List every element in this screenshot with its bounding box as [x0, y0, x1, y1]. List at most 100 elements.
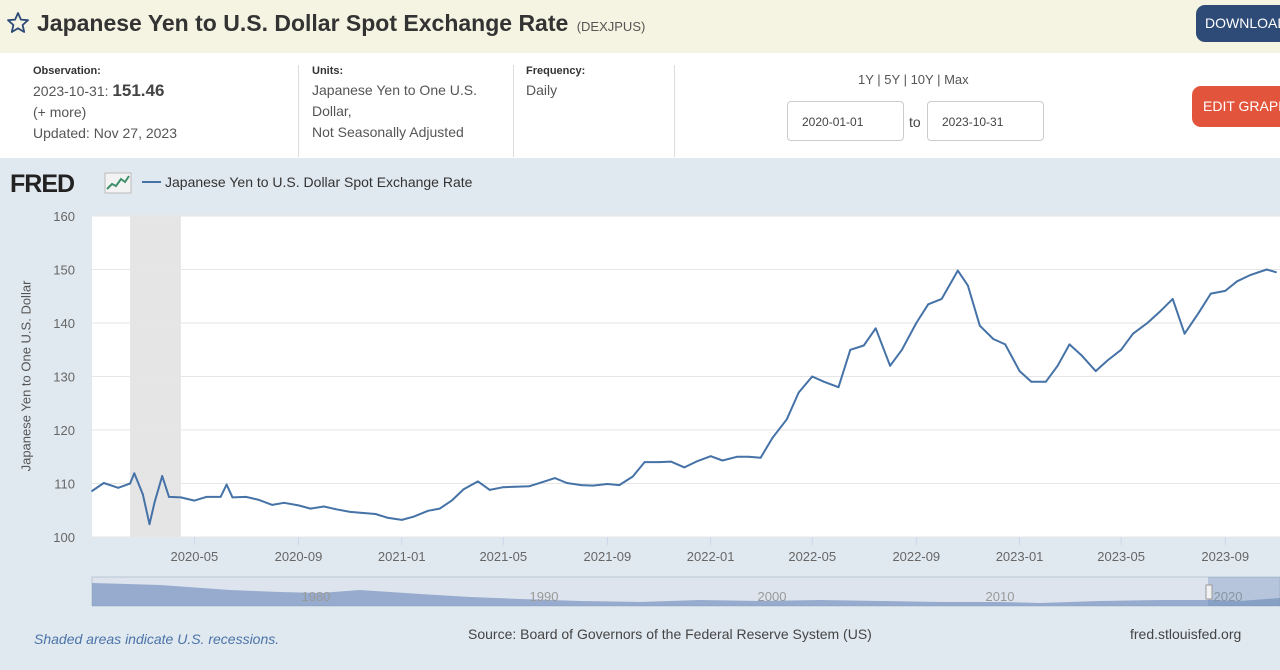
start-date-input[interactable]: 2020-01-01: [787, 101, 904, 141]
data-point: [1018, 370, 1021, 372]
navigator-label: 1980: [302, 589, 331, 604]
data-point: [940, 298, 943, 300]
download-button[interactable]: DOWNLOAD: [1196, 5, 1280, 42]
data-point: [797, 391, 800, 394]
data-point: [695, 460, 698, 463]
data-point: [849, 348, 852, 351]
data-point: [1236, 280, 1238, 283]
data-point: [257, 498, 259, 501]
data-point: [462, 488, 465, 491]
data-point: [1198, 311, 1200, 314]
data-point: [219, 496, 222, 498]
observation-block: Observation: 2023-10-31: 151.46 (+ more)…: [33, 65, 177, 144]
units-block: Units: Japanese Yen to One U.S. Dollar, …: [312, 65, 477, 143]
range-max-link[interactable]: Max: [944, 72, 969, 87]
x-tick-label: 2021-05: [479, 549, 527, 564]
units-label: Units:: [312, 65, 344, 77]
range-selector: 1Y | 5Y | 10Y | Max: [858, 72, 969, 87]
plot-area: 100 110 120 130 140 150 160 2020-05 2020-09 2021-…: [53, 209, 1280, 607]
data-point: [823, 380, 825, 383]
units-line: Not Seasonally Adjusted: [312, 124, 464, 140]
data-point: [438, 507, 441, 510]
data-point: [1158, 311, 1161, 314]
data-point: [271, 504, 274, 506]
y-tick-label: 160: [53, 209, 75, 224]
star-icon[interactable]: [6, 11, 30, 35]
navigator-label: 2000: [758, 589, 787, 604]
range-5y-link[interactable]: 5Y: [884, 72, 900, 87]
navigator-series: [92, 583, 1280, 606]
data-point: [736, 455, 738, 458]
data-point: [141, 493, 144, 496]
frequency-label: Frequency:: [526, 65, 586, 77]
data-point: [1004, 343, 1007, 346]
navigator-label: 2020: [1214, 589, 1243, 604]
data-point: [862, 344, 865, 347]
x-tick-label: 2021-09: [584, 549, 632, 564]
data-point: [502, 486, 505, 489]
line-chart[interactable]: 100 110 120 130 140 150 160 2020-05 2020-09 2021-…: [0, 200, 1280, 610]
data-point: [1265, 268, 1268, 271]
data-point: [785, 418, 788, 421]
more-observations-link[interactable]: (+ more): [33, 104, 87, 120]
data-point: [1080, 354, 1083, 356]
edit-graph-button[interactable]: EDIT GRAPH: [1192, 86, 1280, 127]
source-note: Source: Board of Governors of the Federa…: [468, 626, 872, 642]
data-point: [1132, 332, 1134, 335]
data-point: [283, 501, 285, 504]
data-point: [386, 516, 389, 519]
data-point: [901, 348, 903, 351]
divider: [513, 65, 514, 157]
data-point: [117, 486, 120, 489]
data-point: [168, 496, 170, 498]
data-point: [554, 477, 556, 479]
data-point: [245, 496, 247, 498]
data-point: [1056, 364, 1059, 367]
data-point: [427, 509, 429, 512]
x-tick-label: 2023-09: [1201, 549, 1249, 564]
data-point: [400, 519, 403, 521]
data-point: [412, 515, 415, 518]
data-point: [1106, 359, 1109, 362]
data-point: [1209, 292, 1212, 295]
data-point: [361, 512, 363, 514]
data-point: [837, 386, 840, 389]
data-point: [514, 485, 517, 488]
to-label: to: [909, 114, 921, 130]
data-point: [450, 499, 453, 502]
y-tick-label: 140: [53, 316, 75, 331]
legend-label: Japanese Yen to U.S. Dollar Spot Exchang…: [165, 174, 473, 190]
data-point: [1146, 322, 1149, 324]
navigator-handle[interactable]: [1205, 584, 1213, 600]
data-point: [670, 460, 672, 463]
data-point: [956, 269, 959, 272]
x-tick-label: 2021-01: [378, 549, 426, 564]
data-point: [477, 480, 479, 483]
fred-logo: FRED: [10, 170, 75, 198]
data-point: [1044, 380, 1047, 383]
fred-site-link[interactable]: fred.stlouisfed.org: [1130, 626, 1242, 642]
range-10y-link[interactable]: 10Y: [910, 72, 934, 87]
range-1y-link[interactable]: 1Y: [858, 72, 874, 87]
x-tick-label: 2022-01: [687, 549, 735, 564]
divider: [298, 65, 299, 157]
data-point: [565, 482, 568, 484]
data-point: [133, 472, 136, 475]
y-tick-label: 130: [53, 370, 75, 385]
end-date-input[interactable]: 2023-10-31: [927, 101, 1044, 141]
data-point: [643, 461, 646, 463]
observation-date: 2023-10-31:: [33, 83, 109, 99]
data-point: [334, 508, 337, 511]
data-point: [1249, 274, 1252, 276]
x-tick-label: 2023-05: [1097, 549, 1145, 564]
data-point: [309, 507, 312, 510]
data-point: [915, 322, 918, 324]
data-point: [992, 338, 995, 340]
x-tick-label: 2022-09: [892, 549, 940, 564]
x-tick-label: 2022-05: [788, 549, 836, 564]
data-point: [1120, 348, 1122, 351]
frequency-value: Daily: [526, 82, 558, 98]
data-point: [1171, 298, 1174, 300]
data-point: [631, 475, 634, 478]
y-axis-title: Japanese Yen to One U.S. Dollar: [18, 280, 34, 472]
